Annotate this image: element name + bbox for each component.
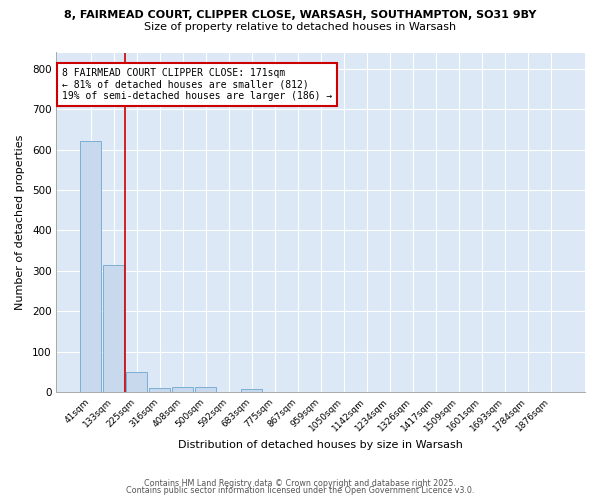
Bar (80, 142, 101, 392)
Bar (172, 387, 193, 392)
Y-axis label: Number of detached properties: Number of detached properties (15, 134, 25, 310)
Bar (127, 372, 147, 392)
Bar (241, 389, 262, 392)
Bar (103, 264, 124, 392)
Text: Size of property relative to detached houses in Warsash: Size of property relative to detached ho… (144, 22, 456, 32)
X-axis label: Distribution of detached houses by size in Warsash: Distribution of detached houses by size … (178, 440, 463, 450)
Text: 8 FAIRMEAD COURT CLIPPER CLOSE: 171sqm
← 81% of detached houses are smaller (812: 8 FAIRMEAD COURT CLIPPER CLOSE: 171sqm ←… (62, 68, 332, 101)
Bar (196, 387, 216, 392)
Text: Contains HM Land Registry data © Crown copyright and database right 2025.: Contains HM Land Registry data © Crown c… (144, 478, 456, 488)
Text: Contains public sector information licensed under the Open Government Licence v3: Contains public sector information licen… (126, 486, 474, 495)
Text: 8, FAIRMEAD COURT, CLIPPER CLOSE, WARSASH, SOUTHAMPTON, SO31 9BY: 8, FAIRMEAD COURT, CLIPPER CLOSE, WARSAS… (64, 10, 536, 20)
Bar (149, 388, 170, 392)
